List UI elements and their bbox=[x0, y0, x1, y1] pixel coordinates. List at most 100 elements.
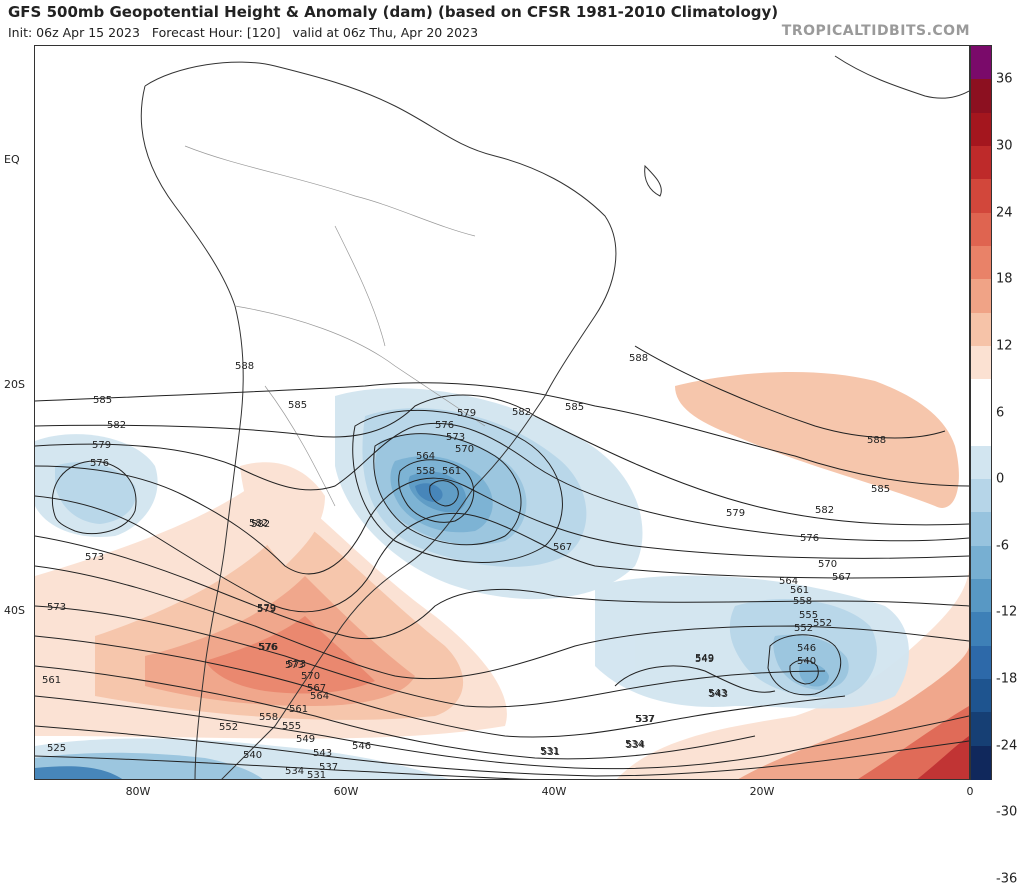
colorbar-label: 24 bbox=[996, 205, 1013, 221]
svg-text:585: 585 bbox=[288, 400, 307, 411]
svg-text:585: 585 bbox=[565, 402, 584, 413]
colorbar-label: -36 bbox=[996, 871, 1018, 886]
map-canvas: 585 582 579 576 573 588 585 585 582 579 … bbox=[35, 55, 969, 779]
svg-text:543: 543 bbox=[313, 748, 332, 759]
svg-text:531: 531 bbox=[540, 746, 559, 757]
colorbar-label: 36 bbox=[996, 71, 1013, 87]
svg-text:558: 558 bbox=[793, 596, 812, 607]
svg-text:570: 570 bbox=[455, 444, 474, 455]
svg-text:558: 558 bbox=[259, 712, 278, 723]
svg-text:579: 579 bbox=[257, 603, 276, 614]
svg-text:582: 582 bbox=[107, 420, 126, 431]
negative-anomaly-shading bbox=[35, 388, 909, 779]
colorbar-swatch bbox=[971, 412, 991, 447]
colorbar-label: -18 bbox=[996, 671, 1018, 687]
svg-text:543: 543 bbox=[709, 689, 728, 700]
colorbar-swatch bbox=[971, 679, 991, 713]
svg-text:534: 534 bbox=[625, 739, 644, 750]
svg-text:552: 552 bbox=[219, 722, 238, 733]
contour-labels: 585 582 579 576 573 588 585 585 582 579 … bbox=[42, 353, 890, 779]
svg-text:573: 573 bbox=[285, 660, 304, 671]
colorbar-swatch bbox=[971, 212, 991, 247]
svg-text:561: 561 bbox=[442, 466, 461, 477]
svg-text:531: 531 bbox=[307, 770, 326, 779]
svg-text:570: 570 bbox=[818, 559, 837, 570]
svg-text:582: 582 bbox=[512, 407, 531, 418]
svg-text:540: 540 bbox=[797, 656, 816, 667]
svg-text:549: 549 bbox=[695, 653, 714, 664]
svg-text:540: 540 bbox=[243, 750, 262, 761]
colorbar-swatch bbox=[971, 379, 991, 414]
svg-text:588: 588 bbox=[629, 353, 648, 364]
colorbar-swatch bbox=[971, 645, 991, 680]
svg-text:582: 582 bbox=[815, 505, 834, 516]
svg-text:567: 567 bbox=[307, 683, 326, 694]
colorbar-swatch bbox=[971, 745, 991, 780]
svg-text:576: 576 bbox=[800, 533, 819, 544]
lon-label-60w: 60W bbox=[333, 785, 359, 798]
map-title: GFS 500mb Geopotential Height & Anomaly … bbox=[8, 3, 779, 21]
colorbar-label: -30 bbox=[996, 804, 1018, 820]
svg-text:555: 555 bbox=[282, 721, 301, 732]
svg-text:561: 561 bbox=[289, 704, 308, 715]
colorbar-swatch bbox=[971, 545, 991, 580]
valid-time: valid at 06z Thu, Apr 20 2023 bbox=[292, 25, 479, 40]
svg-text:588: 588 bbox=[235, 361, 254, 372]
colorbar-label: -24 bbox=[996, 738, 1018, 754]
colorbar-swatch bbox=[971, 312, 991, 347]
svg-text:555: 555 bbox=[799, 610, 818, 621]
lon-label-80w: 80W bbox=[125, 785, 151, 798]
svg-text:567: 567 bbox=[832, 572, 851, 583]
colorbar-swatch bbox=[971, 712, 991, 747]
svg-text:534: 534 bbox=[285, 766, 304, 777]
svg-text:561: 561 bbox=[790, 585, 809, 596]
svg-text:579: 579 bbox=[257, 604, 276, 615]
colorbar-label: 18 bbox=[996, 271, 1013, 287]
svg-text:576: 576 bbox=[90, 458, 109, 469]
colorbar-label: 6 bbox=[996, 405, 1005, 420]
svg-text:567: 567 bbox=[553, 542, 572, 553]
svg-text:534: 534 bbox=[626, 740, 645, 751]
colorbar-label: 12 bbox=[996, 338, 1013, 354]
svg-text:552: 552 bbox=[794, 623, 813, 634]
colorbar-swatch bbox=[971, 579, 991, 613]
lat-label-40s: 40S bbox=[4, 604, 25, 617]
colorbar-swatch bbox=[971, 512, 991, 547]
svg-text:531: 531 bbox=[541, 747, 560, 758]
colorbar-swatch bbox=[971, 445, 991, 480]
brand-watermark: TROPICALTIDBITS.COM bbox=[781, 23, 970, 39]
svg-text:549: 549 bbox=[695, 654, 714, 665]
coastlines bbox=[140, 55, 969, 779]
svg-text:579: 579 bbox=[92, 440, 111, 451]
colorbar-swatch bbox=[971, 479, 991, 514]
colorbar-swatch bbox=[971, 345, 991, 380]
svg-text:573: 573 bbox=[446, 432, 465, 443]
svg-text:543: 543 bbox=[708, 688, 727, 699]
height-contours bbox=[35, 345, 969, 779]
colorbar-label: -12 bbox=[996, 604, 1018, 620]
svg-text:546: 546 bbox=[352, 741, 371, 752]
svg-text:564: 564 bbox=[779, 576, 798, 587]
svg-text:576: 576 bbox=[435, 420, 454, 431]
svg-text:549: 549 bbox=[296, 734, 315, 745]
svg-text:573: 573 bbox=[85, 552, 104, 563]
colorbar-swatch bbox=[971, 112, 991, 147]
svg-text:585: 585 bbox=[93, 395, 112, 406]
svg-text:573: 573 bbox=[287, 659, 306, 670]
colorbar-swatch bbox=[971, 46, 991, 80]
svg-text:579: 579 bbox=[726, 508, 745, 519]
colorbar-label: -6 bbox=[996, 538, 1009, 554]
colorbar-swatch bbox=[971, 179, 991, 214]
lat-label-eq: EQ bbox=[4, 153, 20, 166]
lat-label-20s: 20S bbox=[4, 378, 25, 391]
svg-text:564: 564 bbox=[416, 451, 435, 462]
colorbar-swatch bbox=[971, 279, 991, 314]
svg-text:582: 582 bbox=[249, 518, 268, 529]
svg-text:525: 525 bbox=[47, 743, 66, 754]
colorbar bbox=[970, 45, 992, 780]
svg-text:537: 537 bbox=[636, 714, 655, 725]
svg-text:564: 564 bbox=[310, 691, 329, 702]
colorbar-swatch bbox=[971, 245, 991, 280]
svg-text:537: 537 bbox=[635, 714, 654, 725]
lon-label-0: 0 bbox=[966, 785, 974, 798]
